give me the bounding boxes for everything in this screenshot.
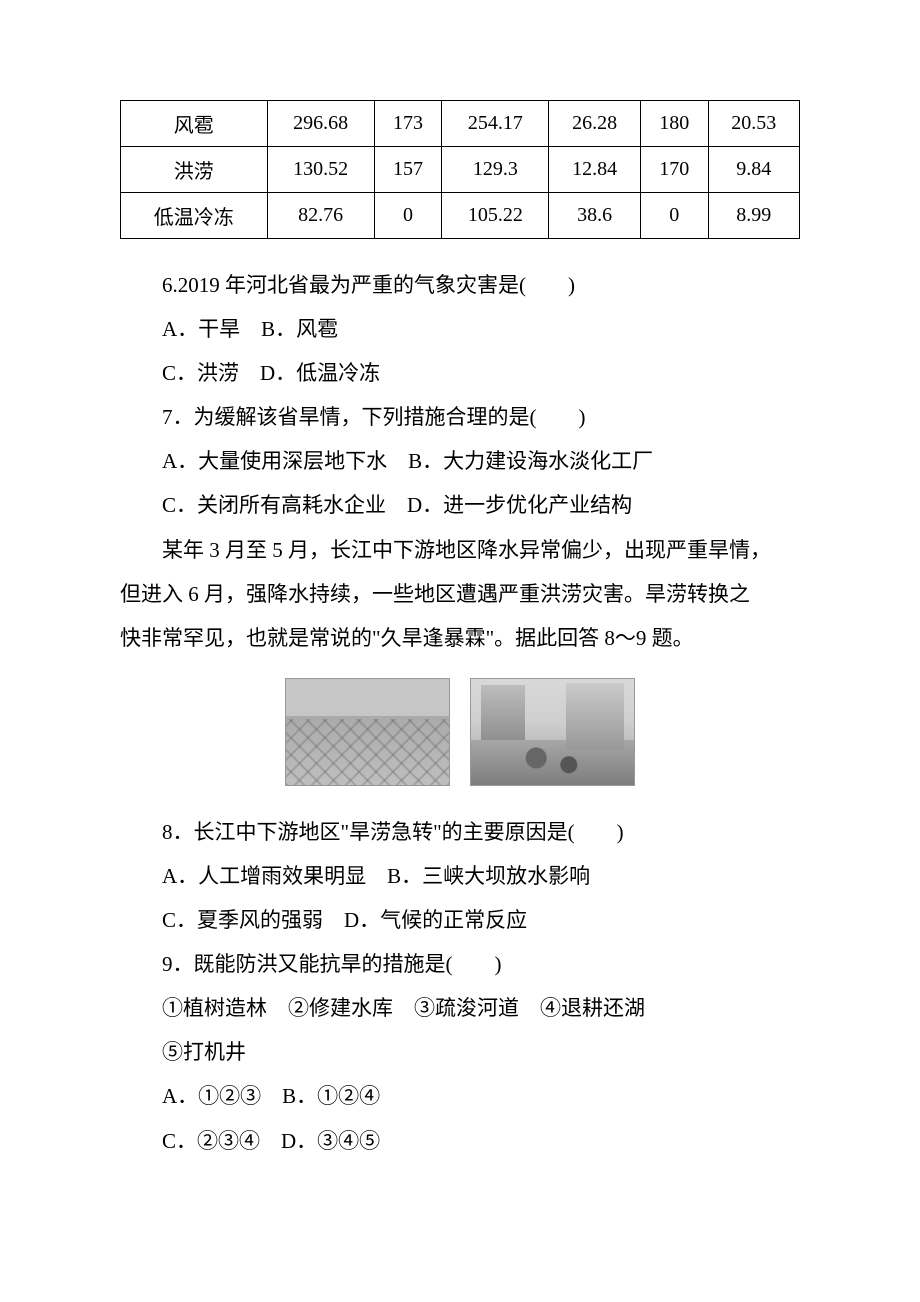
- q7-optA: A．大量使用深层地下水: [162, 449, 387, 473]
- cell: 0: [374, 193, 442, 239]
- q9-stem: 9．既能防洪又能抗旱的措施是( ): [120, 942, 800, 986]
- q6-optC: C．洪涝: [162, 361, 239, 385]
- flood-image: [470, 678, 635, 786]
- passage89-line3: 快非常罕见，也就是常说的"久旱逢暴霖"。据此回答 8～9 题。: [120, 616, 800, 660]
- cell: 20.53: [708, 101, 799, 147]
- q8-optC: C．夏季风的强弱: [162, 908, 323, 932]
- q6-optD: D．低温冷冻: [260, 361, 380, 385]
- q8-options-cd: C．夏季风的强弱 D．气候的正常反应: [120, 898, 800, 942]
- q7-options-cd: C．关闭所有高耗水企业 D．进一步优化产业结构: [120, 483, 800, 527]
- q6-optB: B．风雹: [261, 317, 338, 341]
- cell: 129.3: [442, 147, 549, 193]
- disaster-table: 风雹 296.68 173 254.17 26.28 180 20.53 洪涝 …: [120, 100, 800, 239]
- q8-optB: B．三峡大坝放水影响: [387, 864, 590, 888]
- q6-options-cd: C．洪涝 D．低温冷冻: [120, 351, 800, 395]
- q7-optB: B．大力建设海水淡化工厂: [408, 449, 653, 473]
- q7-optC: C．关闭所有高耗水企业: [162, 493, 386, 517]
- q9-options-ab: A．①②③ B．①②④: [120, 1074, 800, 1118]
- q8-stem: 8．长江中下游地区"旱涝急转"的主要原因是( ): [120, 810, 800, 854]
- cell: 26.28: [549, 101, 640, 147]
- q6-options-ab: A．干旱 B．风雹: [120, 307, 800, 351]
- q6-stem: 6.2019 年河北省最为严重的气象灾害是( ): [120, 263, 800, 307]
- cell: 170: [640, 147, 708, 193]
- passage89-line2: 但进入 6 月，强降水持续，一些地区遭遇严重洪涝灾害。旱涝转换之: [120, 572, 800, 616]
- table-row: 洪涝 130.52 157 129.3 12.84 170 9.84: [121, 147, 800, 193]
- cell: 130.52: [267, 147, 374, 193]
- q9-opts-line: ①植树造林 ②修建水库 ③疏浚河道 ④退耕还湖: [120, 986, 800, 1030]
- cell: 173: [374, 101, 442, 147]
- table-row: 低温冷冻 82.76 0 105.22 38.6 0 8.99: [121, 193, 800, 239]
- drought-image: [285, 678, 450, 786]
- cell: 0: [640, 193, 708, 239]
- q7-optD: D．进一步优化产业结构: [407, 493, 632, 517]
- q6-optA: A．干旱: [162, 317, 240, 341]
- cell: 12.84: [549, 147, 640, 193]
- figure-row: [120, 678, 800, 786]
- cell: 180: [640, 101, 708, 147]
- cell: 38.6: [549, 193, 640, 239]
- row-label: 风雹: [121, 101, 268, 147]
- q9-optB: B．①②④: [282, 1084, 380, 1108]
- row-label: 低温冷冻: [121, 193, 268, 239]
- q9-optA: A．①②③: [162, 1084, 261, 1108]
- cell: 8.99: [708, 193, 799, 239]
- cell: 9.84: [708, 147, 799, 193]
- q8-options-ab: A．人工增雨效果明显 B．三峡大坝放水影响: [120, 854, 800, 898]
- cell: 157: [374, 147, 442, 193]
- q8-optA: A．人工增雨效果明显: [162, 864, 366, 888]
- row-label: 洪涝: [121, 147, 268, 193]
- q9-optD: D．③④⑤: [281, 1129, 380, 1153]
- q9-options-cd: C．②③④ D．③④⑤: [120, 1119, 800, 1163]
- q7-options-ab: A．大量使用深层地下水 B．大力建设海水淡化工厂: [120, 439, 800, 483]
- cell: 105.22: [442, 193, 549, 239]
- q9-opts-line2: ⑤打机井: [120, 1030, 800, 1074]
- page: 风雹 296.68 173 254.17 26.28 180 20.53 洪涝 …: [0, 0, 920, 1302]
- cell: 254.17: [442, 101, 549, 147]
- table-row: 风雹 296.68 173 254.17 26.28 180 20.53: [121, 101, 800, 147]
- q9-optC: C．②③④: [162, 1129, 260, 1153]
- passage89-line1: 某年 3 月至 5 月，长江中下游地区降水异常偏少，出现严重旱情，: [120, 528, 800, 572]
- cell: 296.68: [267, 101, 374, 147]
- cell: 82.76: [267, 193, 374, 239]
- q8-optD: D．气候的正常反应: [344, 908, 527, 932]
- q7-stem: 7．为缓解该省旱情，下列措施合理的是( ): [120, 395, 800, 439]
